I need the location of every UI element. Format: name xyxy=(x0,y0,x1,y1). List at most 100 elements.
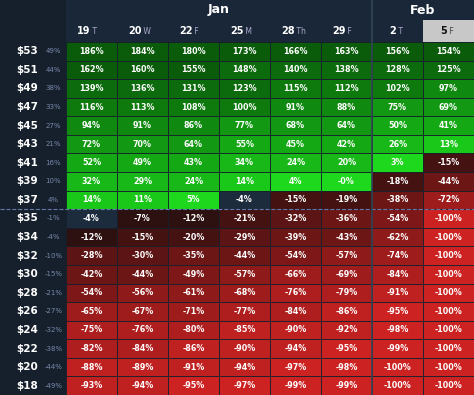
Bar xyxy=(270,135,321,154)
Text: -49%: -49% xyxy=(45,383,63,389)
Text: -100%: -100% xyxy=(383,363,411,372)
Bar xyxy=(66,172,117,191)
Bar xyxy=(321,358,372,376)
Text: F: F xyxy=(447,26,454,36)
Text: 22: 22 xyxy=(179,26,192,36)
Text: 52%: 52% xyxy=(82,158,101,167)
Bar xyxy=(372,302,423,321)
Bar xyxy=(423,321,474,339)
Text: 50%: 50% xyxy=(388,121,407,130)
Bar xyxy=(423,191,474,209)
Text: -94%: -94% xyxy=(284,344,307,353)
Bar xyxy=(321,191,372,209)
Text: -61%: -61% xyxy=(182,288,205,297)
Bar xyxy=(219,116,270,135)
Text: -77%: -77% xyxy=(233,307,255,316)
Bar xyxy=(219,228,270,246)
Text: -32%: -32% xyxy=(284,214,307,223)
Text: -95%: -95% xyxy=(386,307,409,316)
Bar xyxy=(219,191,270,209)
Bar xyxy=(219,42,270,60)
Text: -76%: -76% xyxy=(131,325,154,335)
Bar xyxy=(372,116,423,135)
Text: $39: $39 xyxy=(17,176,38,186)
Text: -30%: -30% xyxy=(131,251,154,260)
Text: F: F xyxy=(346,26,352,36)
Text: 45%: 45% xyxy=(286,140,305,149)
Bar xyxy=(423,284,474,302)
Text: $22: $22 xyxy=(17,344,38,354)
Bar xyxy=(372,0,474,20)
Bar xyxy=(321,42,372,60)
Text: -20%: -20% xyxy=(182,233,205,242)
Bar xyxy=(168,302,219,321)
Text: -38%: -38% xyxy=(45,346,63,352)
Text: T: T xyxy=(396,26,403,36)
Text: -38%: -38% xyxy=(386,196,409,205)
Bar xyxy=(117,191,168,209)
Bar xyxy=(270,209,321,228)
Bar xyxy=(423,302,474,321)
Bar xyxy=(168,228,219,246)
Text: -88%: -88% xyxy=(80,363,103,372)
Text: -86%: -86% xyxy=(182,344,205,353)
Text: 91%: 91% xyxy=(133,121,152,130)
Bar xyxy=(219,339,270,358)
Text: -84%: -84% xyxy=(284,307,307,316)
Text: -15%: -15% xyxy=(45,271,63,277)
Bar xyxy=(270,172,321,191)
Text: 123%: 123% xyxy=(232,84,257,93)
Text: Th: Th xyxy=(294,26,306,36)
Text: Jan: Jan xyxy=(208,4,230,17)
Bar xyxy=(117,228,168,246)
Text: $43: $43 xyxy=(17,139,38,149)
Text: -94%: -94% xyxy=(131,381,154,390)
Bar xyxy=(372,79,423,98)
Text: 162%: 162% xyxy=(79,65,104,74)
Text: $47: $47 xyxy=(17,102,38,112)
Bar xyxy=(168,172,219,191)
Text: 41%: 41% xyxy=(439,121,458,130)
Text: -72%: -72% xyxy=(438,196,460,205)
Bar xyxy=(321,265,372,284)
Bar xyxy=(321,376,372,395)
Bar xyxy=(117,20,168,42)
Bar xyxy=(117,358,168,376)
Text: 10%: 10% xyxy=(46,178,61,184)
Text: -44%: -44% xyxy=(131,270,154,279)
Text: 49%: 49% xyxy=(46,48,61,54)
Bar xyxy=(66,284,117,302)
Text: -80%: -80% xyxy=(182,325,205,335)
Text: -100%: -100% xyxy=(435,381,462,390)
Text: -54%: -54% xyxy=(284,251,307,260)
Bar xyxy=(372,98,423,116)
Text: $30: $30 xyxy=(17,269,38,279)
Text: 44%: 44% xyxy=(46,67,61,73)
Text: 139%: 139% xyxy=(79,84,104,93)
Text: -69%: -69% xyxy=(336,270,357,279)
Text: -66%: -66% xyxy=(284,270,307,279)
Text: 138%: 138% xyxy=(334,65,359,74)
Text: -92%: -92% xyxy=(335,325,358,335)
Bar xyxy=(423,172,474,191)
Bar xyxy=(117,209,168,228)
Bar xyxy=(219,284,270,302)
Text: 128%: 128% xyxy=(385,65,410,74)
Text: 131%: 131% xyxy=(181,84,206,93)
Text: $49: $49 xyxy=(17,83,38,94)
Bar xyxy=(321,20,372,42)
Text: 155%: 155% xyxy=(181,65,206,74)
Text: -57%: -57% xyxy=(233,270,255,279)
Bar xyxy=(270,60,321,79)
Text: -76%: -76% xyxy=(284,288,307,297)
Bar xyxy=(423,209,474,228)
Bar xyxy=(219,154,270,172)
Bar xyxy=(219,79,270,98)
Bar xyxy=(423,228,474,246)
Text: -18%: -18% xyxy=(386,177,409,186)
Bar xyxy=(270,376,321,395)
Bar xyxy=(66,42,117,60)
Bar xyxy=(219,172,270,191)
Text: 20%: 20% xyxy=(337,158,356,167)
Text: -0%: -0% xyxy=(338,177,355,186)
